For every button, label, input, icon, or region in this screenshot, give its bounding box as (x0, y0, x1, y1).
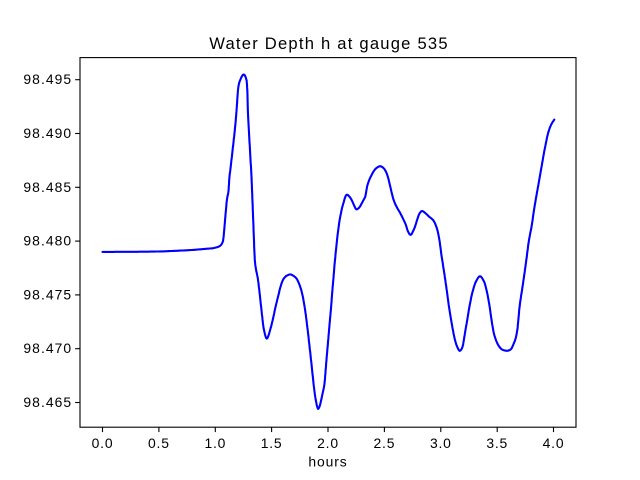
svg-text:0.0: 0.0 (92, 435, 114, 451)
svg-text:2.0: 2.0 (317, 435, 339, 451)
svg-text:98.495: 98.495 (23, 71, 72, 87)
svg-text:2.5: 2.5 (374, 435, 396, 451)
svg-text:98.485: 98.485 (23, 179, 72, 195)
svg-text:Water Depth h at gauge 535: Water Depth h at gauge 535 (209, 34, 449, 53)
svg-text:3.0: 3.0 (430, 435, 452, 451)
svg-text:1.0: 1.0 (204, 435, 226, 451)
svg-text:3.5: 3.5 (486, 435, 508, 451)
svg-text:98.470: 98.470 (23, 340, 72, 356)
svg-text:98.480: 98.480 (23, 233, 72, 249)
svg-text:98.465: 98.465 (23, 394, 72, 410)
svg-text:0.5: 0.5 (148, 435, 170, 451)
svg-text:hours: hours (308, 454, 347, 470)
svg-text:98.490: 98.490 (23, 125, 72, 141)
svg-text:4.0: 4.0 (543, 435, 565, 451)
svg-text:98.475: 98.475 (23, 286, 72, 302)
svg-text:1.5: 1.5 (261, 435, 283, 451)
